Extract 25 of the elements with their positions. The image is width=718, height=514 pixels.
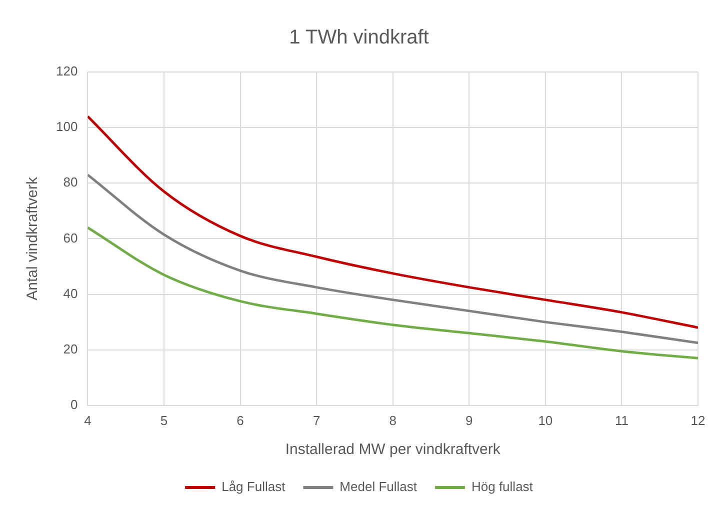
x-tick-label: 12 [690,412,706,428]
x-tick-label: 8 [389,412,396,428]
legend-label: Hög fullast [471,479,534,494]
x-axis-title: Installerad MW per vindkraftverk [285,441,501,458]
y-tick-label: 80 [63,174,78,190]
y-tick-label: 0 [70,396,78,412]
line-series [88,115,698,329]
legend-label: Låg Fullast [222,479,286,494]
y-axis-title: Antal vindkraftverk [24,176,42,300]
legend-label: Medel Fullast [340,479,418,494]
line-series [88,174,698,344]
x-tick-label: 7 [312,412,320,428]
y-tick-label: 100 [56,119,78,134]
y-tick-label: 60 [63,230,78,246]
x-tick-label: 6 [236,412,244,428]
y-tick-label: 20 [63,341,78,356]
line-series [88,226,698,360]
x-tick-label: 5 [160,412,168,428]
y-tick-label: 120 [56,64,78,79]
y-tick-label: 40 [63,286,78,301]
x-tick-label: 9 [466,412,473,428]
x-tick-label: 11 [614,412,628,428]
chart-title: 1 TWh vindkraft [289,26,430,49]
x-tick-label: 10 [538,412,553,428]
x-tick-label: 4 [84,412,92,428]
